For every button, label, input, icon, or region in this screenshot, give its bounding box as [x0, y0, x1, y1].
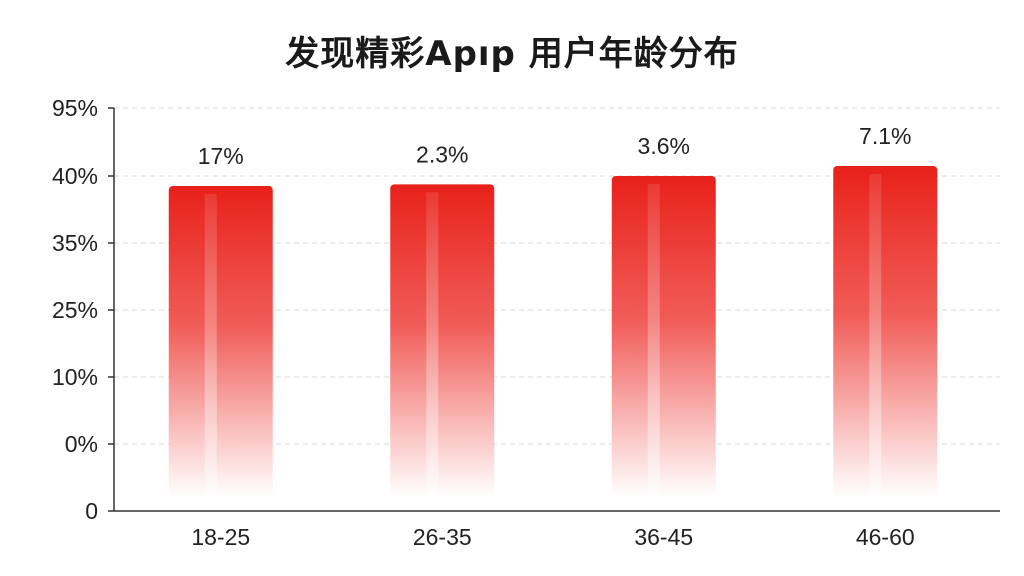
y-tick-label: 35% — [52, 230, 98, 256]
bar-26-35 — [390, 184, 495, 497]
y-tick-label: 0% — [65, 431, 98, 457]
bar-46-60 — [833, 165, 938, 497]
bar-highlight — [204, 194, 217, 498]
x-category-label: 46-60 — [856, 524, 915, 550]
bar-highlight — [869, 173, 882, 497]
data-label: 3.6% — [638, 133, 690, 159]
chart-title: 发现精彩Apıp 用户年龄分布 — [285, 34, 739, 74]
y-tick-label: 10% — [52, 364, 98, 390]
bar-highlight — [647, 184, 660, 497]
data-label: 17% — [198, 143, 244, 169]
bar-highlight — [426, 192, 439, 497]
y-tick-label: 0 — [85, 498, 98, 524]
y-tick-label: 95% — [52, 95, 98, 121]
x-category-label: 36-45 — [634, 524, 693, 550]
data-label: 7.1% — [859, 123, 911, 149]
x-category-label: 18-25 — [191, 524, 250, 550]
y-tick-label: 40% — [52, 163, 98, 189]
data-label: 2.3% — [416, 141, 468, 167]
bar-36-45 — [611, 176, 716, 497]
bars — [168, 165, 938, 498]
y-tick-label: 25% — [52, 297, 98, 323]
labels: 0 0% 10% 25% 35% 40% 95% 17% 18-25 2.3% 26-35 3.6% 3… — [52, 95, 915, 550]
x-category-label: 26-35 — [413, 524, 472, 550]
axes — [113, 108, 1000, 512]
bar-18-25 — [168, 186, 273, 498]
